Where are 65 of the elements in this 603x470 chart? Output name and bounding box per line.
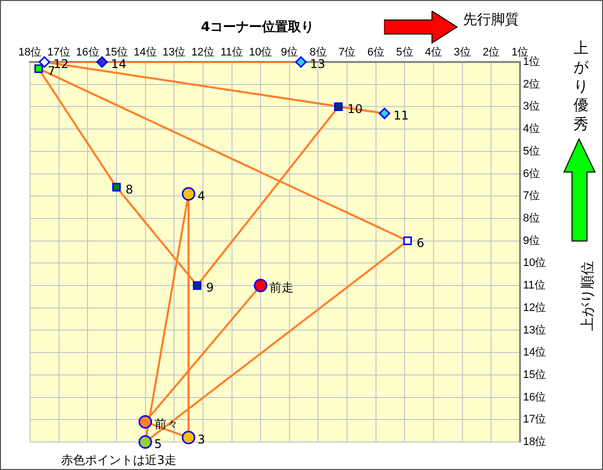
annotation: 3 [198, 432, 206, 447]
point [96, 56, 108, 68]
y-tick-label: 10位 [523, 257, 546, 270]
y-tick-label: 4位 [523, 123, 540, 136]
point [192, 281, 202, 290]
point [295, 56, 307, 68]
x-tick-label: 5位 [396, 46, 414, 58]
text: 先行脚質 [463, 11, 519, 29]
y-tick-label: 1位 [523, 56, 540, 68]
x-tick-label: 14位 [134, 46, 157, 58]
y-tick-label: 15位 [523, 368, 546, 381]
x-tick-label: 15位 [104, 46, 128, 58]
x-tick-label: 4位 [424, 46, 442, 58]
chart-title: 4コーナー位置取り [201, 19, 314, 36]
x-tick-label: 7位 [338, 46, 356, 58]
y-tick-label: 5位 [523, 145, 540, 158]
y-tick-label: 17位 [523, 414, 546, 426]
y-tick-label: 9位 [523, 234, 540, 247]
x-tick-label: 11位 [220, 46, 243, 58]
x-tick-label: 16位 [76, 46, 100, 58]
x-tick-label: 1位 [511, 46, 529, 58]
y-tick-label: 3位 [523, 100, 540, 113]
x-tick-label: 6位 [367, 46, 384, 58]
y-tick-label: 18位 [523, 436, 546, 448]
x-tick-label: 18位 [18, 46, 42, 58]
annotation: 8 [125, 182, 134, 196]
point [254, 278, 268, 292]
y-tick-label: 14位 [523, 346, 546, 359]
x-tick-label: 17位 [47, 46, 70, 58]
x-tick-label: 12位 [191, 46, 215, 58]
y-tick-label: 12位 [523, 302, 546, 314]
point [38, 56, 50, 68]
y-axis-title: 上がり順位 [579, 261, 597, 331]
point [34, 64, 43, 73]
annotation: 12 [53, 57, 69, 72]
y-tick-label: 6位 [523, 168, 540, 180]
point [112, 182, 121, 192]
x-tick-label: 2位 [482, 46, 500, 58]
point [334, 102, 343, 111]
annotation: 9 [206, 280, 214, 295]
x-tick-label: 10位 [248, 46, 272, 58]
x-tick-label: 9位 [280, 46, 298, 58]
y-tick-label: 13位 [523, 324, 546, 336]
text: 赤色ポイントは近3走 [61, 452, 177, 469]
annotation: 11 [394, 108, 409, 123]
y-tick-label: 7位 [523, 190, 540, 202]
y-tick-label: 8位 [523, 212, 540, 224]
y-tick-label: 2位 [523, 78, 540, 90]
x-tick-label: 3位 [454, 46, 471, 58]
x-tick-label: 8位 [310, 46, 327, 58]
annotation: 5 [154, 437, 162, 452]
point [182, 187, 196, 201]
text: 上がり優秀 [572, 39, 590, 134]
point [378, 108, 390, 120]
point [182, 430, 196, 444]
x-tick-label: 13位 [162, 46, 186, 58]
y-tick-label: 11位 [523, 280, 546, 292]
annotation: 4 [198, 189, 206, 204]
point [138, 415, 152, 429]
annotation: 6 [416, 236, 424, 250]
annotation: 13 [310, 57, 326, 72]
annotation: 前走 [270, 280, 294, 295]
point [403, 236, 412, 246]
y-tick-label: 16位 [523, 391, 546, 404]
point [138, 435, 152, 449]
